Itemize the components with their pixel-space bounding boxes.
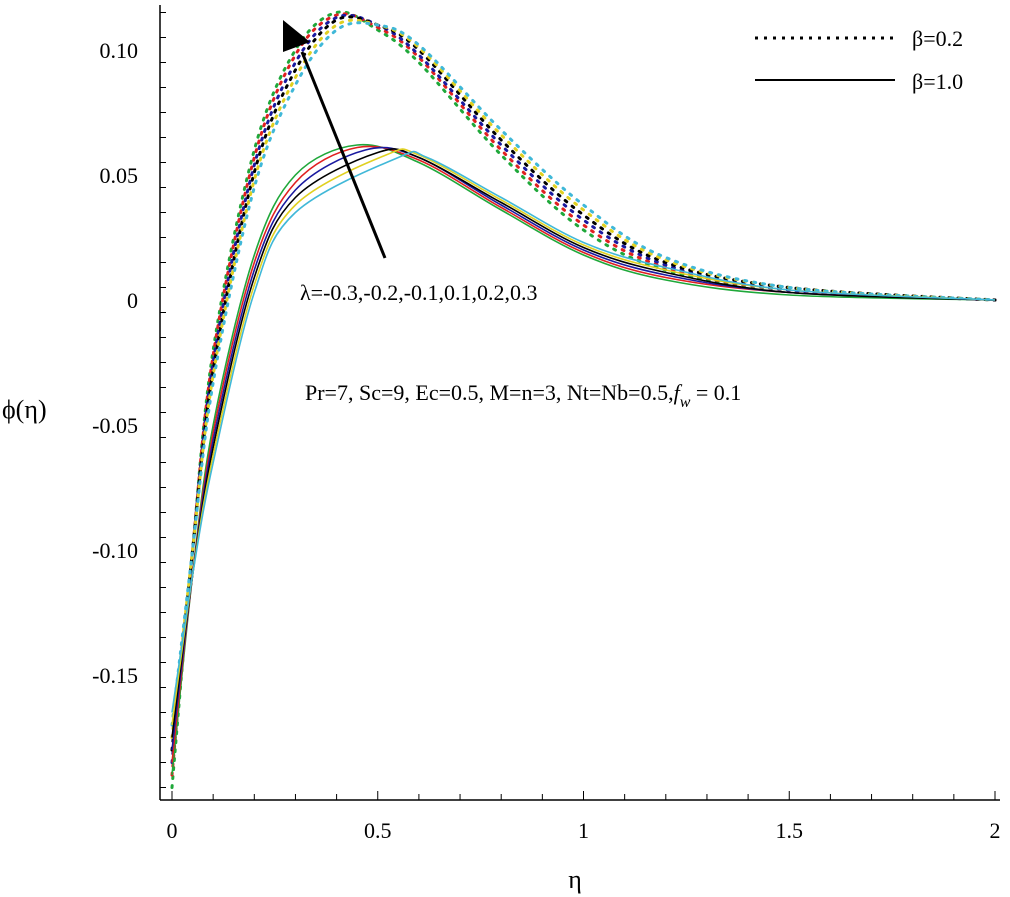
arrow-head bbox=[283, 20, 310, 52]
x-tick-label: 1 bbox=[578, 818, 589, 843]
y-tick-label: 0.10 bbox=[100, 38, 139, 63]
series-line-beta-0-2-3 bbox=[170, 15, 997, 752]
series-line-beta-1-0-6 bbox=[171, 143, 996, 776]
fw-subscript: w bbox=[680, 394, 691, 411]
series-line-beta-1-0-9 bbox=[171, 148, 996, 738]
lambda-annotation: λ=-0.3,-0.2,-0.1,0.1,0.2,0.3 bbox=[300, 280, 538, 305]
x-axis-label: η bbox=[568, 865, 582, 894]
legend-label-beta-0-2: β=0.2 bbox=[912, 26, 963, 51]
series-line-beta-0-2-4 bbox=[170, 18, 997, 739]
x-tick-label: 0.5 bbox=[364, 818, 392, 843]
y-tick-label: -0.15 bbox=[92, 663, 138, 688]
y-ticks: -0.15 -0.10 -0.05 0 0.05 0.10 bbox=[92, 12, 166, 788]
series-line-beta-0-2-5 bbox=[170, 21, 997, 727]
series-line-beta-1-0-7 bbox=[171, 145, 996, 763]
y-axis-label: ϕ(η) bbox=[2, 395, 47, 424]
series-line-beta-1-0-11 bbox=[171, 150, 996, 713]
legend: β=0.2 β=1.0 bbox=[755, 26, 963, 94]
series-layer bbox=[170, 10, 997, 789]
series-line-beta-1-0-8 bbox=[171, 146, 996, 751]
parameters-text: Pr=7, Sc=9, Ec=0.5, M=n=3, Nt=Nb=0.5, bbox=[305, 380, 674, 405]
parameters-annotation: Pr=7, Sc=9, Ec=0.5, M=n=3, Nt=Nb=0.5,fw … bbox=[305, 380, 741, 411]
x-tick-label: 2 bbox=[990, 818, 1001, 843]
series-line-beta-1-0-10 bbox=[171, 148, 996, 726]
fw-value: = 0.1 bbox=[690, 380, 741, 405]
annotation-arrow bbox=[283, 20, 387, 259]
plot-area: 0 0.5 1 1.5 2 -0.15 -0.10 -0.05 0 0.05 0.10 bbox=[92, 5, 1001, 843]
y-tick-label: -0.10 bbox=[92, 538, 138, 563]
x-ticks: 0 0.5 1 1.5 2 bbox=[167, 791, 1001, 843]
fw-symbol: f bbox=[674, 380, 683, 405]
y-tick-label: 0.05 bbox=[100, 163, 139, 188]
y-tick-label: 0 bbox=[127, 288, 138, 313]
legend-label-beta-1-0: β=1.0 bbox=[912, 69, 963, 94]
x-tick-label: 0 bbox=[167, 818, 178, 843]
arrow-shaft bbox=[300, 51, 387, 259]
y-tick-label: -0.05 bbox=[92, 413, 138, 438]
x-tick-label: 1.5 bbox=[776, 818, 804, 843]
